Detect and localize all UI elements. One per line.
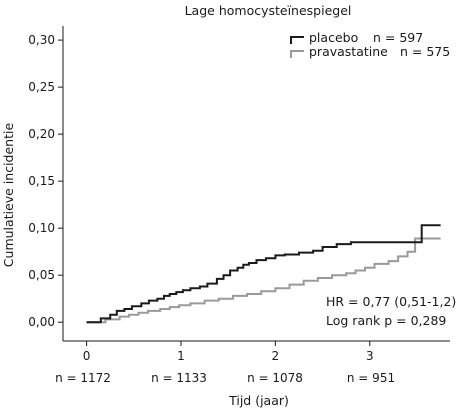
legend-swatch-pravastatine: [290, 50, 304, 58]
x-axis-title: Tijd (jaar): [228, 393, 289, 408]
y-tick-label: 0,25: [28, 80, 55, 94]
x-tick-label: 1: [177, 349, 185, 363]
log-rank-annotation: Log rank p = 0,289: [326, 313, 446, 328]
legend-label-placebo: placebo: [309, 30, 358, 45]
y-tick-label: 0,20: [28, 127, 55, 141]
x-tick-label: 3: [366, 349, 374, 363]
y-ticks: 0,00 0,05 0,10 0,15 0,20 0,25 0,30: [28, 33, 63, 329]
legend-n-pravastatine: n = 575: [400, 44, 450, 59]
y-axis-title: Cumulatieve incidentie: [1, 123, 16, 268]
plot-area: 0,00 0,05 0,10 0,15 0,20 0,25 0,30 0 1 2 3: [28, 26, 450, 363]
hazard-ratio-annotation: HR = 0,77 (0,51-1,2): [326, 294, 456, 309]
x-tick-label: 2: [272, 349, 280, 363]
at-risk-year-1: n = 1133: [151, 371, 207, 385]
y-tick-label: 0,15: [28, 174, 55, 188]
series-line-placebo: [86, 224, 441, 324]
legend-swatch-placebo: [290, 36, 304, 44]
y-tick-label: 0,10: [28, 221, 55, 235]
legend-item-placebo: placebo n = 597: [290, 30, 423, 45]
series-layer: [86, 224, 441, 324]
legend: placebo n = 597 pravastatine n = 575: [290, 30, 450, 59]
y-tick-label: 0,30: [28, 33, 55, 47]
at-risk-year-0: n = 1172: [55, 371, 111, 385]
legend-label-pravastatine: pravastatine: [309, 44, 388, 59]
x-ticks: 0 1 2 3: [83, 341, 374, 363]
legend-n-placebo: n = 597: [373, 30, 423, 45]
numbers-at-risk: n = 1172 n = 1133 n = 1078 n = 951: [55, 371, 395, 385]
y-tick-label: 0,05: [28, 268, 55, 282]
x-tick-label: 0: [83, 349, 91, 363]
at-risk-year-3: n = 951: [347, 371, 395, 385]
legend-item-pravastatine: pravastatine n = 575: [290, 44, 450, 59]
y-tick-label: 0,00: [28, 315, 55, 329]
chart-title: Lage homocysteïnespiegel: [185, 3, 352, 18]
series-line-pravastatine: [86, 237, 441, 324]
at-risk-year-2: n = 1078: [247, 371, 303, 385]
